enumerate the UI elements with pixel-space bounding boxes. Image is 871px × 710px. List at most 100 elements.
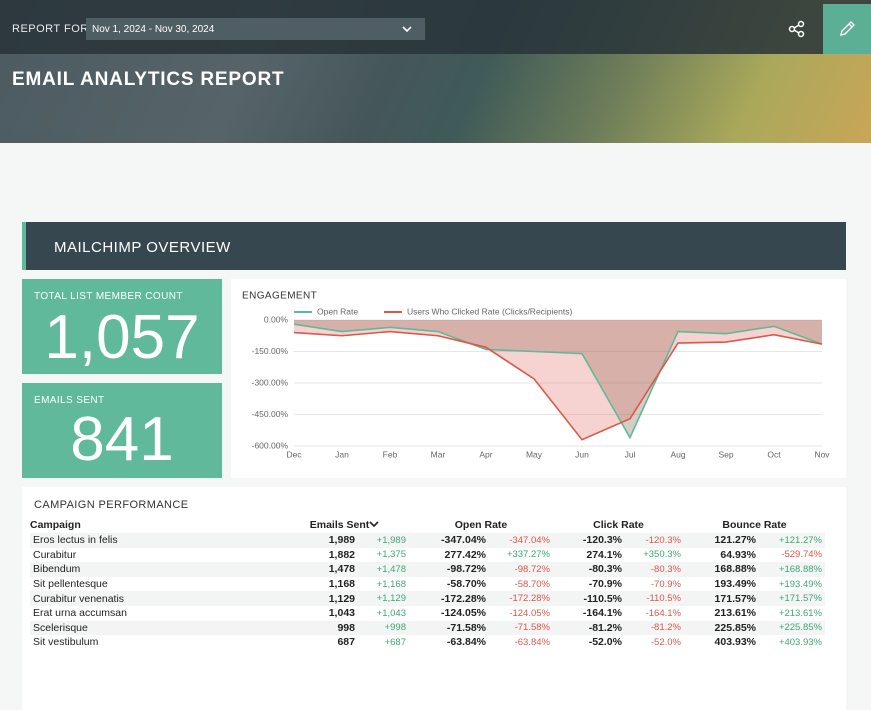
y-tick-label: 0.00% [264, 314, 289, 324]
metric-change: -347.04% [489, 533, 553, 548]
x-tick-label: Sep [718, 449, 733, 459]
x-tick-label: Aug [670, 449, 685, 459]
metric-value: -81.2% [553, 621, 625, 636]
kpi-label: TOTAL LIST MEMBER COUNT [34, 291, 183, 302]
column-header: Click Rate [553, 517, 684, 533]
x-tick-label: Mar [431, 449, 446, 459]
metric-change: +1,043 [358, 606, 409, 621]
metric-value: -347.04% [409, 533, 489, 548]
column-header: Campaign [30, 517, 280, 533]
chevron [402, 25, 412, 33]
table-body: Eros lectus in felis1,989+1,989-347.04%-… [30, 533, 825, 650]
table-row: Sit pellentesque1,168+1,168-58.70%-58.70… [30, 577, 825, 592]
metric-value: -120.3% [553, 533, 625, 548]
share-button[interactable] [788, 20, 806, 38]
metric-change: -529.74% [759, 548, 825, 563]
metric-change: +121.27% [759, 533, 825, 548]
metric-value: -164.1% [553, 606, 625, 621]
x-tick-label: Feb [383, 449, 398, 459]
y-tick-label: -600.00% [252, 440, 289, 450]
metric-value: -71.58% [409, 621, 489, 636]
metric-change: -110.5% [625, 591, 684, 606]
header-text: Campaign [30, 519, 81, 531]
metric-change: +998 [358, 621, 409, 636]
metric-change: -71.58% [489, 621, 553, 636]
metric-change: +171.57% [759, 591, 825, 606]
kpi-card: TOTAL LIST MEMBER COUNT1,057 [22, 279, 222, 374]
campaign-table: Campaign Emails SentOpen Rate Click Rate Bo… [30, 517, 825, 650]
metric-value: 121.27% [684, 533, 759, 548]
kpi-card: EMAILS SENT841 [22, 383, 222, 478]
metric-value: -172.28% [409, 591, 489, 606]
table-row: Erat urna accumsan1,043+1,043-124.05%-12… [30, 606, 825, 621]
chart: ENGAGEMENT 0.00%-150.00%-300.00%-450.00%… [231, 279, 846, 478]
metric-value: 687 [280, 635, 358, 650]
campaign-name: Erat urna accumsan [30, 606, 280, 621]
x-tick-label: Oct [767, 449, 781, 459]
kpi-value: 841 [22, 409, 222, 471]
metric-change: +337.27% [489, 548, 553, 563]
metric-change: -172.28% [489, 591, 553, 606]
campaign-name: Curabitur venenatis [30, 591, 280, 606]
metric-value: 213.61% [684, 606, 759, 621]
campaign-name: Sit vestibulum [30, 635, 280, 650]
metric-value: -80.3% [553, 562, 625, 577]
header-text: Click Rate [593, 519, 644, 531]
table-row: Eros lectus in felis1,989+1,989-347.04%-… [30, 533, 825, 548]
sort-icon [369, 520, 379, 528]
metric-value: 274.1% [553, 548, 625, 563]
campaign-name: Bibendum [30, 562, 280, 577]
metric-change: +1,478 [358, 562, 409, 577]
x-tick-label: Jun [575, 449, 589, 459]
table-row: Bibendum1,478+1,478-98.72%-98.72%-80.3%-… [30, 562, 825, 577]
metric-value: 1,129 [280, 591, 358, 606]
chart-title: ENGAGEMENT [242, 291, 317, 302]
metric-change: -98.72% [489, 562, 553, 577]
date-dropdown[interactable]: Nov 1, 2024 - Nov 30, 2024 [86, 18, 425, 40]
metric-change: +225.85% [759, 621, 825, 636]
column-header[interactable]: Emails Sent [280, 517, 409, 533]
metric-change: -58.70% [489, 577, 553, 592]
metric-value: -110.5% [553, 591, 625, 606]
metric-change: -63.84% [489, 635, 553, 650]
metric-change: -80.3% [625, 562, 684, 577]
header-text: Bounce Rate [722, 519, 786, 531]
table-row: Curabitur venenatis1,129+1,129-172.28%-1… [30, 591, 825, 606]
legend-label: Open Rate [317, 306, 358, 316]
y-tick-label: -300.00% [252, 377, 289, 387]
metric-value: 277.42% [409, 548, 489, 563]
pencil-icon [838, 20, 856, 38]
header-row: Campaign Emails SentOpen Rate Click Rate Bo… [30, 517, 825, 533]
metric-change: -120.3% [625, 533, 684, 548]
section-title: MAILCHIMP OVERVIEW [54, 239, 231, 256]
metric-change: +403.93% [759, 635, 825, 650]
table-title: CAMPAIGN PERFORMANCE [34, 499, 188, 511]
metric-value: -124.05% [409, 606, 489, 621]
metric-change: -70.9% [625, 577, 684, 592]
report-title: EMAIL ANALYTICS REPORT [12, 69, 284, 91]
x-tick-label: Nov [814, 449, 830, 459]
edit-button[interactable] [823, 4, 871, 54]
metric-change: +193.49% [759, 577, 825, 592]
column-header: Open Rate [409, 517, 553, 533]
metric-value: 1,989 [280, 533, 358, 548]
date-range: Nov 1, 2024 - Nov 30, 2024 [92, 24, 214, 35]
metric-change: -52.0% [625, 635, 684, 650]
metric-change: -81.2% [625, 621, 684, 636]
table-panel: CAMPAIGN PERFORMANCE Campaign Emails Sent… [22, 487, 846, 710]
legend-label: Users Who Clicked Rate (Clicks/Recipient… [407, 306, 572, 316]
table-row: Curabitur1,882+1,375277.42%+337.27%274.1… [30, 548, 825, 563]
metric-value: 1,882 [280, 548, 358, 563]
metric-value: 225.85% [684, 621, 759, 636]
metric-value: 171.57% [684, 591, 759, 606]
metric-change: -124.05% [489, 606, 553, 621]
section-bar: MAILCHIMP OVERVIEW [22, 222, 846, 270]
metric-value: -58.70% [409, 577, 489, 592]
area [294, 320, 822, 440]
y-tick-label: -450.00% [252, 409, 289, 419]
metric-value: 1,043 [280, 606, 358, 621]
metric-value: -98.72% [409, 562, 489, 577]
x-tick-label: Dec [286, 449, 302, 459]
metric-change: +168.88% [759, 562, 825, 577]
